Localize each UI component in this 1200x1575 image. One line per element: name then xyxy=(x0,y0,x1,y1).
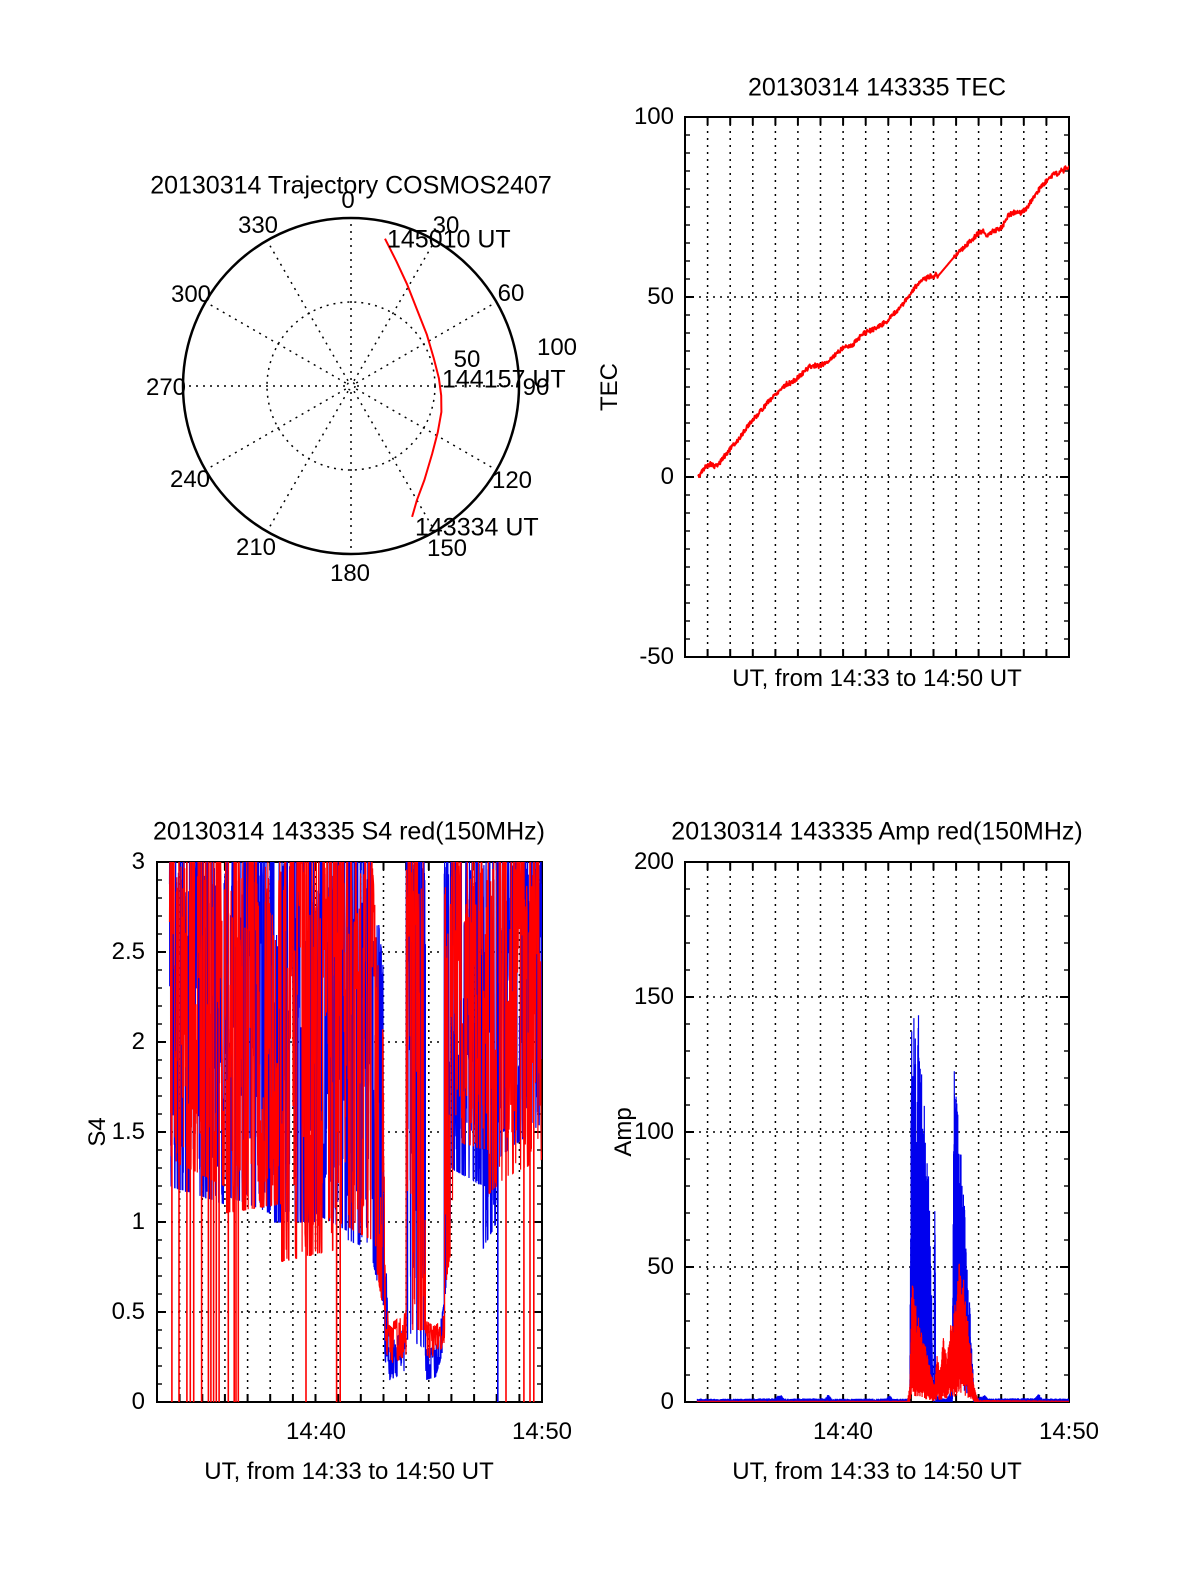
azimuth-label-300: 300 xyxy=(170,281,212,308)
radial-label-50: 50 xyxy=(453,346,481,373)
s4-ytick-3: 3 xyxy=(131,848,145,875)
s4-title: 20130314 143335 S4 red(150MHz) xyxy=(153,817,545,846)
tec-ylabel: TEC xyxy=(596,363,623,411)
azimuth-label-210: 210 xyxy=(235,534,277,561)
azimuth-label-330: 330 xyxy=(237,212,279,239)
amp-ytick-200: 200 xyxy=(633,848,674,875)
tec-curve xyxy=(697,165,1069,479)
tec-plot xyxy=(697,165,1069,479)
s4-plot xyxy=(168,862,542,1402)
amp-ytick-150: 150 xyxy=(633,983,674,1010)
s4-ytick-0: 0 xyxy=(131,1388,145,1415)
s4-noise-red xyxy=(168,862,542,1363)
tec-title: 20130314 143335 TEC xyxy=(747,73,1007,102)
amp-noise-blue xyxy=(696,1015,1069,1402)
s4-xtick-1440: 14:40 xyxy=(285,1418,347,1445)
trajectory-curve xyxy=(384,238,443,518)
s4-xlabel: UT, from 14:33 to 14:50 UT xyxy=(204,1458,494,1485)
amp-ytick-50: 50 xyxy=(647,1253,674,1280)
amp-plot xyxy=(696,1015,1069,1402)
trajectory-polar-plot xyxy=(181,216,521,556)
tec-ytick-neg50: -50 xyxy=(639,643,674,670)
radial-label-100: 100 xyxy=(536,334,578,361)
s4-ytick-0-5: 0.5 xyxy=(111,1298,145,1325)
amp-xtick-1450: 14:50 xyxy=(1038,1418,1100,1445)
amp-ytick-100: 100 xyxy=(633,1118,674,1145)
azimuth-label-0: 0 xyxy=(341,187,355,214)
amp-title: 20130314 143335 Amp red(150MHz) xyxy=(671,817,1083,846)
s4-ylabel: S4 xyxy=(84,1117,111,1147)
azimuth-label-120: 120 xyxy=(491,467,533,494)
amp-xtick-1440: 14:40 xyxy=(812,1418,874,1445)
trajectory-title: 20130314 Trajectory COSMOS2407 xyxy=(150,171,552,200)
s4-ytick-2-5: 2.5 xyxy=(111,938,145,965)
azimuth-label-90: 90 xyxy=(522,374,550,401)
tec-xlabel: UT, from 14:33 to 14:50 UT xyxy=(732,665,1022,692)
azimuth-label-270: 270 xyxy=(145,374,187,401)
tec-ytick-100: 100 xyxy=(633,103,674,130)
tec-ytick-50: 50 xyxy=(647,283,674,310)
trajectory-end-time-annotation: 145010 UT xyxy=(387,225,511,254)
azimuth-label-240: 240 xyxy=(169,466,211,493)
amp-ytick-0: 0 xyxy=(660,1388,674,1415)
s4-ytick-1: 1 xyxy=(131,1208,145,1235)
tec-grid-and-axes xyxy=(684,116,1070,658)
amp-noise-red xyxy=(696,1263,1069,1402)
azimuth-label-30: 30 xyxy=(432,212,460,239)
s4-xtick-1450: 14:50 xyxy=(511,1418,573,1445)
s4-ytick-1-5: 1.5 xyxy=(111,1118,145,1145)
amp-xlabel: UT, from 14:33 to 14:50 UT xyxy=(732,1458,1022,1485)
amp-grid-and-axes xyxy=(684,861,1070,1403)
azimuth-label-60: 60 xyxy=(497,280,525,307)
amp-ylabel: Amp xyxy=(610,1107,637,1157)
azimuth-label-150: 150 xyxy=(426,535,468,562)
s4-ytick-2: 2 xyxy=(131,1028,145,1055)
azimuth-label-180: 180 xyxy=(329,560,371,587)
trajectory-mid-time-annotation: 144157 UT xyxy=(442,365,566,394)
trajectory-start-time-annotation: 143334 UT xyxy=(415,513,539,542)
tec-ytick-0: 0 xyxy=(660,463,674,490)
